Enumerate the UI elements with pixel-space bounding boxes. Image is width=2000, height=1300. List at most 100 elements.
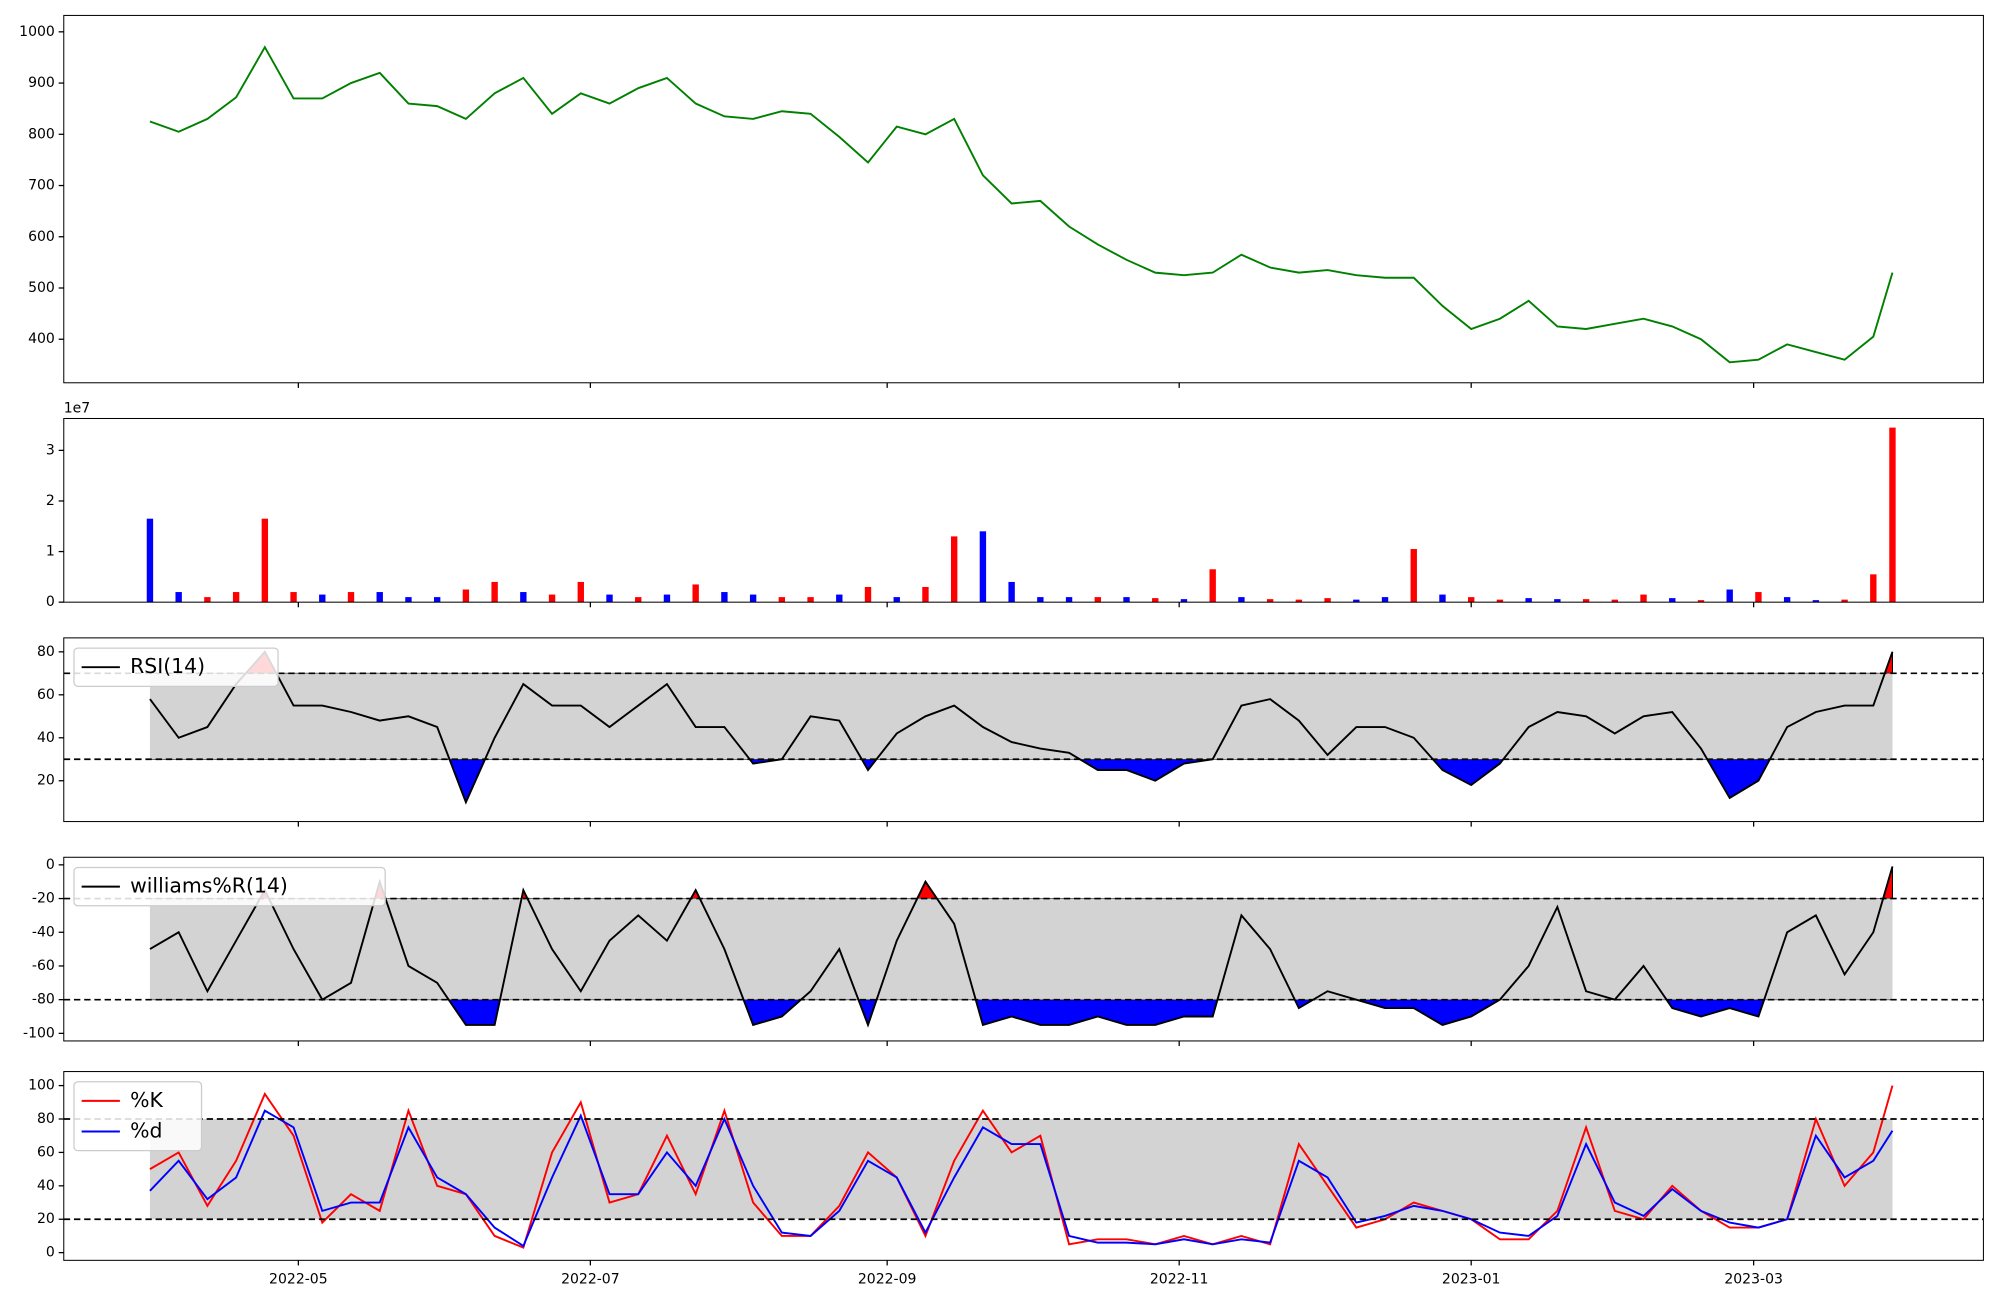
- axes-frame: [63, 1071, 1984, 1261]
- y-tick-label: 0: [46, 1245, 55, 1261]
- y-tick-label: 800: [28, 126, 55, 142]
- volume-bar: [979, 531, 987, 603]
- legend: %K %d: [73, 1081, 203, 1152]
- volume-bar: [1037, 597, 1044, 603]
- legend-label: %d: [130, 1119, 162, 1143]
- y-offset-label: 1e7: [64, 400, 90, 416]
- y-tick-label: 500: [28, 280, 55, 296]
- band: [149, 673, 1893, 760]
- volume-bar: [836, 594, 843, 603]
- y-tick-label: 60: [37, 687, 55, 703]
- volume-bar: [635, 597, 642, 603]
- volume-bar: [893, 597, 900, 603]
- volume-bar: [175, 592, 182, 603]
- volume-bar: [1726, 589, 1733, 603]
- volume-bar: [1669, 598, 1676, 603]
- volume-bar: [577, 581, 584, 603]
- volume-bar: [1410, 549, 1417, 603]
- volume-bar: [433, 597, 441, 603]
- volume-bar: [232, 592, 240, 603]
- legend-box: [73, 647, 279, 687]
- volume-bar: [922, 586, 929, 603]
- legend: williams%R(14): [73, 866, 386, 907]
- y-tick-label: 2: [46, 493, 55, 509]
- volume-bar: [1468, 597, 1475, 603]
- y-tick-label: 0: [46, 594, 55, 610]
- legend: RSI(14): [73, 647, 279, 687]
- volume-bar: [1094, 597, 1101, 603]
- axes-frame: [63, 856, 1984, 1042]
- volume-bar: [347, 592, 355, 603]
- series-line: [149, 650, 1894, 805]
- volume-bar: [376, 592, 383, 603]
- y-tick-label: 700: [28, 178, 55, 194]
- y-tick-label: 40: [37, 730, 55, 746]
- volume-bar: [1841, 599, 1848, 603]
- y-tick-label: 0: [46, 857, 55, 873]
- volume-bar: [1439, 594, 1446, 603]
- volume-bar: [1266, 599, 1274, 603]
- y-tick-label: -40: [32, 924, 55, 940]
- y-tick-label: 3: [46, 442, 55, 458]
- y-tick-label: 80: [37, 644, 55, 660]
- series-line: [149, 45, 1894, 364]
- axes-frame: [63, 14, 1984, 384]
- volume-bar: [1353, 599, 1360, 603]
- volume-bar: [290, 592, 297, 603]
- volume-bar: [1324, 598, 1331, 603]
- y-tick-label: 900: [28, 75, 55, 91]
- volume-bar: [1065, 597, 1073, 603]
- volume-bar: [692, 584, 699, 603]
- volume-bar: [1889, 427, 1896, 603]
- x-tick-label: 2023-01: [1442, 1271, 1501, 1287]
- legend-label: RSI(14): [130, 654, 205, 678]
- volume-bar: [1611, 599, 1618, 603]
- y-tick-label: 60: [37, 1144, 55, 1160]
- volume-bar: [606, 594, 613, 603]
- volume-bar: [1783, 597, 1791, 603]
- volume-bar: [1640, 594, 1647, 603]
- volume-bar: [1812, 600, 1820, 603]
- volume-bar: [1209, 569, 1216, 603]
- y-tick-label: -60: [32, 958, 55, 974]
- volume-bar: [1381, 597, 1389, 603]
- volume-bar: [204, 597, 211, 603]
- band: [149, 898, 1893, 1000]
- legend-label: williams%R(14): [130, 874, 288, 898]
- volume-bar: [1238, 597, 1245, 603]
- volume-bar: [261, 518, 269, 603]
- axes-frame: [63, 637, 1984, 823]
- volume-bar: [1496, 599, 1504, 603]
- y-tick-label: 20: [37, 773, 55, 789]
- y-tick-label: 1: [46, 544, 55, 560]
- volume-bar: [548, 594, 556, 603]
- y-tick-label: 400: [28, 331, 55, 347]
- volume-bar: [1582, 599, 1590, 603]
- volume-bar: [1180, 599, 1188, 603]
- volume-bar: [1295, 599, 1303, 603]
- x-tick-label: 2022-07: [561, 1271, 620, 1287]
- volume-bar: [1755, 592, 1762, 603]
- volume-bar: [462, 589, 470, 603]
- volume-bar: [807, 597, 814, 603]
- volume-bar: [663, 594, 671, 603]
- band: [149, 1119, 1893, 1220]
- series-line: [149, 866, 1894, 1028]
- axes-frame: [63, 417, 1984, 603]
- x-tick-label: 2022-09: [858, 1271, 917, 1287]
- volume-bar: [864, 586, 872, 603]
- volume-bar: [749, 594, 757, 603]
- volume-bar: [146, 518, 154, 603]
- legend-label: %K: [130, 1088, 163, 1112]
- legend-box: [73, 866, 386, 907]
- y-tick-label: 40: [37, 1178, 55, 1194]
- y-tick-label: 80: [37, 1111, 55, 1127]
- y-tick-label: -80: [32, 992, 55, 1008]
- volume-bar: [1008, 581, 1015, 603]
- volume-bar: [491, 581, 498, 603]
- volume-bar: [1697, 600, 1705, 603]
- x-tick-label: 2022-11: [1150, 1271, 1209, 1287]
- volume-bar: [520, 592, 527, 603]
